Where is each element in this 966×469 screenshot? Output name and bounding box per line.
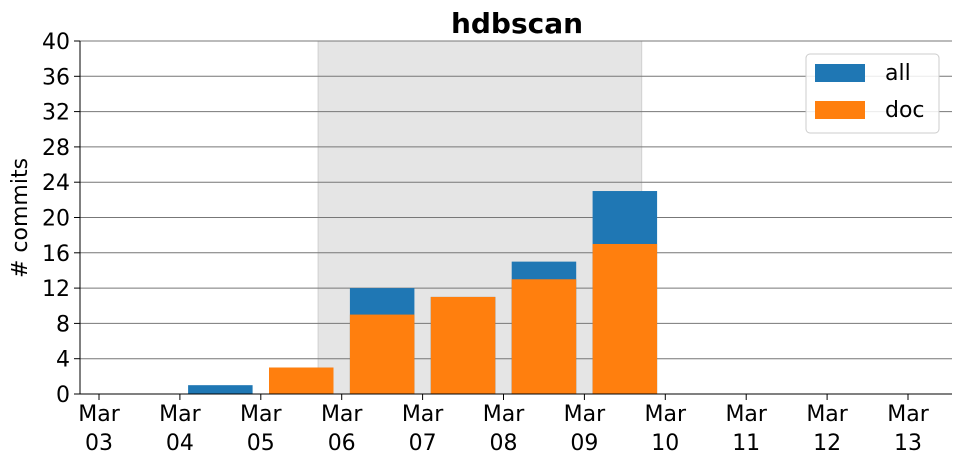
x-tick-label-month: Mar	[240, 402, 282, 427]
y-tick-label: 16	[42, 242, 70, 267]
y-tick-label: 40	[42, 30, 70, 55]
legend: all doc	[805, 53, 940, 134]
bar-doc	[511, 279, 577, 394]
x-tick-label-month: Mar	[645, 402, 687, 427]
x-tick-label-month: Mar	[887, 402, 929, 427]
x-tick-label-month: Mar	[78, 402, 120, 427]
x-tick-label-month: Mar	[806, 402, 848, 427]
y-tick-label: 24	[42, 171, 70, 196]
legend-swatch-doc	[815, 101, 865, 119]
bar-doc	[592, 243, 658, 394]
legend-label-all: all	[885, 61, 911, 86]
y-axis-label: # commits	[8, 158, 33, 278]
x-tick-label-day: 03	[85, 431, 113, 456]
x-tick-label-day: 08	[490, 431, 518, 456]
legend-swatch-all	[815, 64, 865, 82]
x-tick-label-day: 05	[247, 431, 275, 456]
chart-title: hdbscan	[451, 7, 583, 40]
x-tick-label-month: Mar	[321, 402, 363, 427]
x-tick-label-day: 10	[651, 431, 679, 456]
bar-all	[188, 385, 253, 394]
bar-doc	[349, 314, 415, 394]
bar-doc	[269, 367, 334, 394]
x-tick-label-month: Mar	[402, 402, 444, 427]
x-tick-label-day: 12	[813, 431, 841, 456]
x-tick-label-day: 06	[328, 431, 356, 456]
x-tick-label-day: 07	[409, 431, 437, 456]
y-tick-label: 28	[42, 136, 70, 161]
x-tick-label-day: 11	[732, 431, 760, 456]
bar-doc	[430, 296, 496, 394]
y-tick-label: 4	[56, 348, 70, 373]
y-tick-label: 12	[42, 277, 70, 302]
x-tick-label-month: Mar	[483, 402, 525, 427]
x-tick-label-month: Mar	[564, 402, 606, 427]
x-tick-label-day: 13	[894, 431, 922, 456]
y-tick-label: 36	[42, 65, 70, 90]
y-tick-label: 20	[42, 207, 70, 232]
x-tick-label-day: 04	[166, 431, 194, 456]
x-tick-label-month: Mar	[159, 402, 201, 427]
y-tick-label: 32	[42, 101, 70, 126]
y-tick-label: 0	[56, 383, 70, 408]
x-tick-label-day: 09	[570, 431, 598, 456]
x-tick-label-month: Mar	[725, 402, 767, 427]
y-tick-label: 8	[56, 312, 70, 337]
legend-label-doc: doc	[885, 98, 925, 123]
